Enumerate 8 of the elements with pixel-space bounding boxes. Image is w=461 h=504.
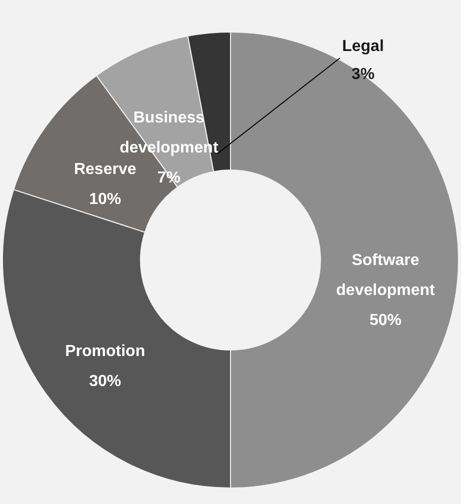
data-label: 30% xyxy=(89,373,122,390)
data-label: 3% xyxy=(351,66,375,83)
slice-label: Promotion xyxy=(65,343,146,360)
slice-label: Reserve xyxy=(74,160,136,178)
data-label: 10% xyxy=(89,190,122,208)
data-label: 50% xyxy=(369,312,402,329)
slice-label: Legal xyxy=(342,38,384,55)
slice-label: Software development xyxy=(336,252,436,299)
